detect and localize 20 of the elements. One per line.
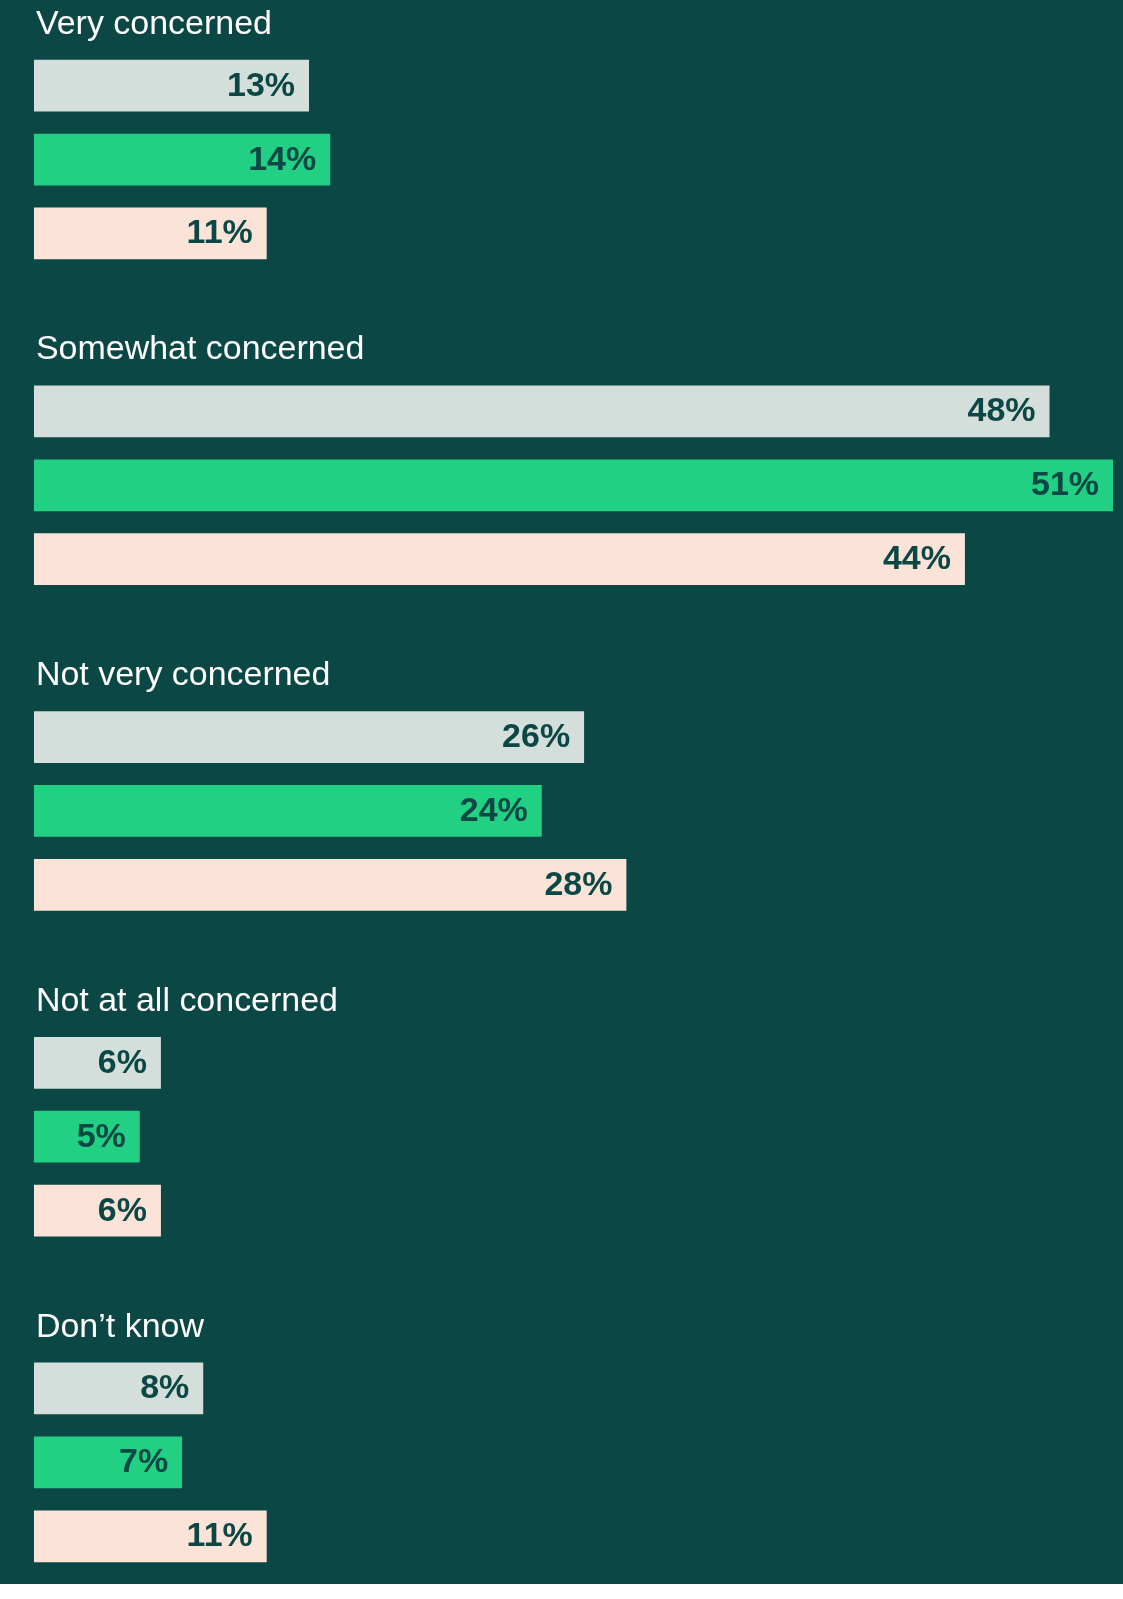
y-tick-label: Not very concerned <box>35 654 331 693</box>
data-label: 24% <box>459 789 528 828</box>
y-tick-label: Very concerned <box>35 2 272 41</box>
data-label: 28% <box>544 863 613 902</box>
data-label: 13% <box>227 64 296 103</box>
data-label: 7% <box>119 1441 169 1480</box>
data-label: 6% <box>97 1189 147 1228</box>
y-tick-label: Don’t know <box>35 1305 205 1344</box>
data-label: 6% <box>97 1041 147 1080</box>
y-tick-label: Not at all concerned <box>35 979 338 1018</box>
data-label: 48% <box>967 390 1036 429</box>
data-label: 11% <box>186 212 253 251</box>
data-label: 44% <box>882 538 951 577</box>
data-label: 5% <box>76 1115 126 1154</box>
data-label: 8% <box>140 1367 190 1406</box>
y-tick-label: Somewhat concerned <box>35 328 365 367</box>
data-label: 14% <box>248 138 317 177</box>
data-label: 26% <box>502 716 571 755</box>
data-label: 11% <box>186 1515 253 1554</box>
data-label: 51% <box>1031 464 1100 503</box>
